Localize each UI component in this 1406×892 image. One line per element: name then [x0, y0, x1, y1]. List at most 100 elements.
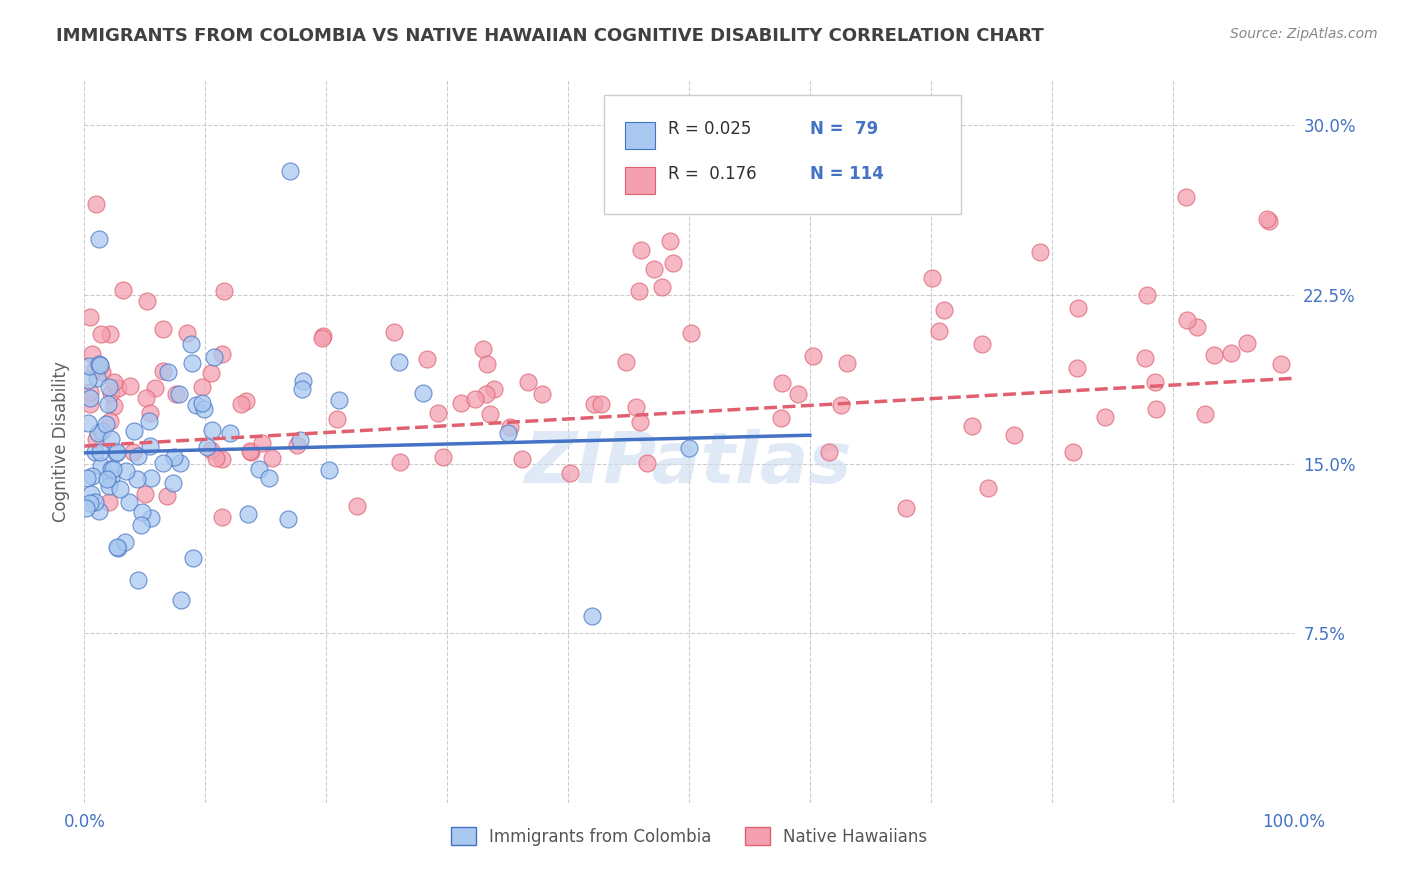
- Point: [98, 380, 121, 394]
- Point: [169, 456, 191, 470]
- Point: [1002, 428, 1025, 442]
- Point: [346, 499, 368, 513]
- Point: [105, 445, 128, 459]
- Point: [278, 163, 301, 178]
- Point: [96, 472, 118, 486]
- Point: [239, 443, 262, 458]
- Point: [176, 326, 198, 340]
- Point: [152, 363, 174, 377]
- Point: [499, 419, 522, 434]
- Point: [131, 505, 153, 519]
- Point: [328, 393, 350, 408]
- Point: [1175, 312, 1198, 326]
- Y-axis label: Cognitive Disability: Cognitive Disability: [52, 361, 70, 522]
- Point: [107, 540, 129, 554]
- Point: [1028, 245, 1050, 260]
- Point: [200, 367, 222, 381]
- Point: [288, 433, 311, 447]
- Point: [516, 376, 538, 390]
- Point: [530, 387, 553, 401]
- Text: N = 114: N = 114: [810, 165, 884, 183]
- FancyBboxPatch shape: [605, 95, 962, 214]
- Point: [1194, 407, 1216, 421]
- Text: Source: ZipAtlas.com: Source: ZipAtlas.com: [1230, 27, 1378, 41]
- Text: IMMIGRANTS FROM COLOMBIA VS NATIVE HAWAIIAN COGNITIVE DISABILITY CORRELATION CHA: IMMIGRANTS FROM COLOMBIA VS NATIVE HAWAI…: [56, 27, 1045, 45]
- Point: [122, 424, 145, 438]
- Point: [193, 402, 215, 417]
- Point: [84, 362, 107, 376]
- Point: [388, 355, 411, 369]
- Point: [165, 387, 187, 401]
- Point: [111, 283, 134, 297]
- Point: [229, 397, 252, 411]
- Point: [129, 518, 152, 533]
- Point: [77, 359, 100, 373]
- Point: [624, 401, 647, 415]
- Point: [1094, 410, 1116, 425]
- Point: [162, 476, 184, 491]
- Point: [87, 232, 110, 246]
- Point: [143, 381, 166, 395]
- Point: [1256, 211, 1278, 226]
- Point: [311, 331, 333, 345]
- Point: [1144, 402, 1167, 417]
- Point: [76, 471, 98, 485]
- Point: [1202, 348, 1225, 362]
- Point: [125, 472, 148, 486]
- Point: [180, 337, 202, 351]
- Point: [101, 462, 124, 476]
- Point: [212, 284, 235, 298]
- Point: [135, 391, 157, 405]
- Point: [830, 398, 852, 412]
- Point: [139, 511, 162, 525]
- Point: [86, 371, 108, 385]
- Point: [89, 459, 111, 474]
- Point: [260, 451, 283, 466]
- Point: [84, 432, 107, 446]
- Point: [79, 391, 101, 405]
- Point: [98, 327, 121, 342]
- FancyBboxPatch shape: [624, 168, 655, 194]
- Point: [181, 550, 204, 565]
- Point: [1066, 361, 1088, 376]
- Point: [787, 387, 810, 401]
- Point: [658, 234, 681, 248]
- Point: [127, 573, 149, 587]
- Point: [619, 154, 641, 169]
- Point: [163, 450, 186, 464]
- Point: [191, 380, 214, 394]
- Point: [122, 445, 145, 459]
- Point: [79, 397, 101, 411]
- Point: [211, 510, 233, 524]
- Point: [894, 501, 917, 516]
- Point: [630, 243, 652, 257]
- Point: [87, 504, 110, 518]
- Point: [581, 609, 603, 624]
- Point: [801, 349, 824, 363]
- Point: [86, 197, 108, 211]
- Point: [127, 449, 149, 463]
- Point: [136, 294, 159, 309]
- Point: [643, 261, 665, 276]
- Point: [662, 256, 685, 270]
- Point: [80, 487, 103, 501]
- Point: [170, 592, 193, 607]
- Point: [76, 373, 98, 387]
- Point: [817, 445, 839, 459]
- Point: [134, 487, 156, 501]
- Point: [1258, 214, 1281, 228]
- Point: [76, 416, 98, 430]
- Point: [89, 357, 111, 371]
- Point: [195, 440, 218, 454]
- FancyBboxPatch shape: [624, 122, 655, 149]
- Point: [247, 462, 270, 476]
- Point: [167, 386, 190, 401]
- Point: [636, 456, 658, 470]
- Text: ZIPatlas: ZIPatlas: [526, 429, 852, 498]
- Point: [79, 310, 101, 325]
- Point: [432, 450, 454, 465]
- Point: [1062, 445, 1084, 459]
- Point: [191, 396, 214, 410]
- Point: [1066, 301, 1088, 315]
- Point: [558, 466, 581, 480]
